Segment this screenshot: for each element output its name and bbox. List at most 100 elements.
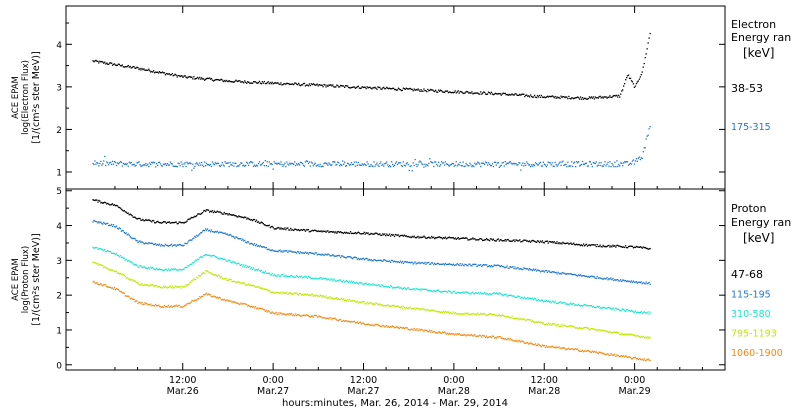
data-point [439, 263, 441, 266]
data-point [312, 295, 314, 297]
data-point [383, 234, 385, 236]
y-axis-label: ACE EPAM [11, 76, 21, 119]
data-point [248, 283, 250, 285]
data-point [379, 233, 381, 235]
data-point [473, 293, 475, 295]
data-point [436, 289, 438, 292]
data-point [392, 305, 394, 307]
data-point [435, 310, 437, 312]
data-point [186, 220, 188, 222]
data-point [275, 275, 277, 277]
data-point [611, 309, 613, 311]
data-point [456, 292, 458, 294]
data-point [339, 319, 341, 321]
data-point [362, 233, 364, 235]
data-point [147, 219, 149, 221]
data-point [277, 162, 279, 164]
data-point [212, 295, 215, 297]
data-point [292, 293, 294, 295]
data-point [297, 84, 299, 86]
data-point [185, 76, 187, 78]
data-point [480, 335, 482, 337]
data-point [471, 265, 473, 267]
data-point [371, 260, 373, 262]
data-point [510, 339, 512, 341]
data-point [152, 162, 154, 164]
data-point [294, 228, 296, 230]
data-point [176, 270, 178, 272]
data-point [467, 334, 469, 336]
data-point [440, 90, 443, 92]
data-point [270, 274, 272, 276]
data-point [348, 164, 351, 166]
data-point [322, 294, 324, 297]
data-point [205, 209, 208, 211]
data-point [180, 222, 182, 224]
data-point [542, 270, 544, 272]
data-point [111, 252, 114, 254]
data-point [476, 163, 478, 165]
data-point [298, 82, 300, 85]
data-point [330, 278, 332, 280]
data-point [642, 151, 644, 153]
data-point [521, 317, 523, 320]
data-point [497, 336, 499, 338]
data-point [482, 293, 484, 295]
data-point [640, 246, 642, 248]
data-point [444, 310, 447, 312]
data-point [317, 295, 319, 297]
data-point [281, 228, 283, 230]
data-point [214, 296, 216, 298]
data-point [318, 277, 320, 280]
data-point [453, 290, 455, 292]
data-point [631, 310, 634, 312]
data-point [306, 252, 309, 254]
data-point [474, 162, 476, 164]
data-point [454, 164, 456, 166]
data-point [583, 163, 586, 165]
data-point [141, 67, 143, 70]
data-point [103, 221, 105, 224]
data-point [340, 256, 342, 259]
data-point [117, 255, 120, 257]
data-point [293, 163, 295, 165]
data-point [564, 272, 566, 275]
data-point [396, 234, 399, 236]
data-point [606, 245, 608, 248]
data-point [302, 276, 305, 278]
data-point [216, 78, 218, 81]
data-point [517, 295, 519, 297]
data-point [312, 165, 314, 167]
data-point [385, 325, 387, 327]
data-point [430, 310, 432, 312]
data-point [349, 321, 352, 323]
data-point [622, 333, 624, 336]
data-point [252, 82, 254, 84]
data-point [518, 319, 520, 321]
data-point [362, 86, 364, 89]
data-point [579, 244, 581, 246]
data-point [421, 236, 423, 238]
data-point [636, 282, 638, 284]
data-point [521, 296, 523, 299]
data-point [95, 246, 97, 249]
data-point [136, 300, 138, 302]
data-point [536, 344, 539, 346]
data-point [363, 86, 365, 88]
data-point [619, 245, 621, 247]
data-point [341, 232, 343, 234]
data-point [531, 164, 533, 166]
data-point [116, 227, 119, 229]
data-point [249, 305, 251, 307]
data-point [369, 302, 371, 304]
data-point [349, 300, 352, 302]
data-point [163, 286, 166, 289]
data-point [225, 213, 227, 215]
data-point [625, 245, 627, 247]
data-point [547, 322, 549, 324]
data-point [262, 223, 264, 225]
data-point [200, 164, 202, 166]
data-point [593, 98, 595, 100]
data-point [330, 298, 332, 300]
